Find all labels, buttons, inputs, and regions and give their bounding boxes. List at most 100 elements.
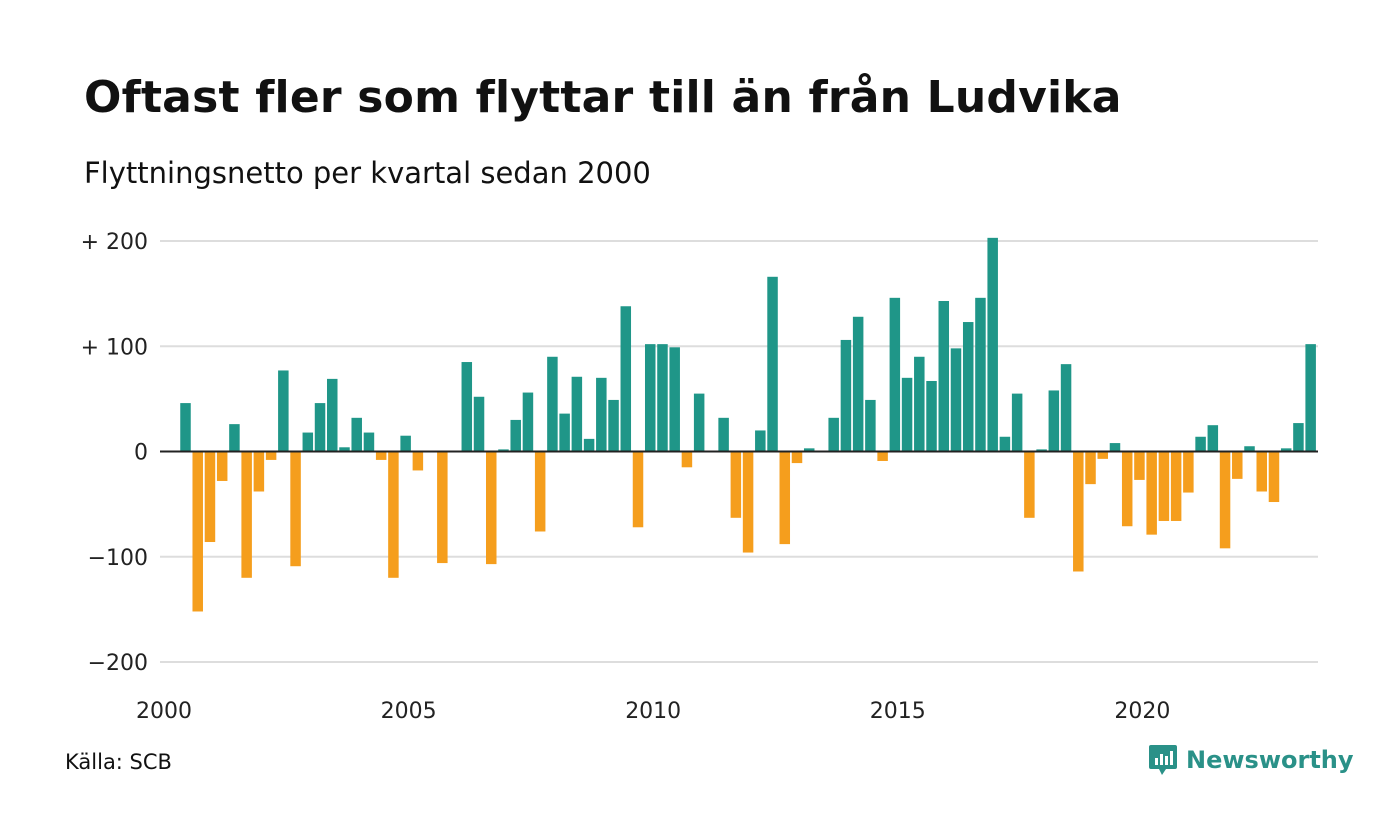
bars	[180, 237, 1316, 612]
bar	[999, 436, 1011, 452]
bar	[840, 339, 852, 452]
bar	[755, 430, 766, 452]
bar	[1036, 449, 1047, 452]
bar	[1011, 393, 1023, 452]
newsworthy-logo-icon	[1149, 745, 1177, 775]
y-tick-label: −100	[88, 546, 148, 571]
bar	[1146, 451, 1157, 535]
bar	[339, 447, 350, 452]
y-tick-label: −200	[88, 651, 148, 676]
bar	[461, 362, 473, 452]
bar	[1073, 451, 1084, 572]
bar	[412, 451, 424, 471]
bar	[1232, 451, 1243, 479]
bar	[253, 451, 265, 492]
bar	[1305, 344, 1316, 452]
bar	[180, 403, 191, 452]
bar	[498, 449, 509, 452]
bar	[278, 370, 289, 452]
bar	[559, 413, 570, 452]
bar	[1097, 451, 1108, 459]
bar	[265, 451, 277, 460]
bar	[1024, 451, 1035, 518]
bar	[1121, 451, 1133, 527]
x-tick-label: 2000	[136, 699, 192, 724]
bar	[486, 451, 497, 565]
bar	[681, 451, 693, 468]
bar	[1268, 451, 1280, 503]
bar	[1293, 423, 1304, 452]
bar	[950, 348, 962, 452]
bar	[938, 300, 950, 452]
bar	[510, 419, 521, 452]
bar	[1207, 425, 1219, 452]
bar	[375, 451, 387, 460]
bar	[1109, 443, 1121, 452]
grid-lines	[160, 240, 1318, 663]
bar	[742, 451, 754, 553]
bar	[192, 451, 203, 612]
bar	[644, 344, 656, 452]
bar	[962, 322, 974, 452]
bar	[718, 417, 729, 452]
x-tick-label: 2020	[1114, 699, 1170, 724]
bar	[693, 393, 705, 452]
bar	[1060, 364, 1072, 452]
bar	[290, 451, 301, 567]
source-note: Källa: SCB	[65, 750, 172, 774]
x-tick-label: 2005	[381, 699, 437, 724]
bar	[657, 344, 668, 452]
bar	[914, 356, 925, 452]
bar	[901, 377, 913, 452]
bar	[926, 380, 937, 452]
bar	[473, 396, 485, 452]
y-tick-label: + 100	[81, 335, 148, 360]
bar	[571, 376, 583, 452]
x-tick-label: 2015	[870, 699, 926, 724]
bar	[229, 424, 240, 452]
y-axis-labels: + 200 + 100 0 −100 −200	[81, 230, 148, 676]
bar	[388, 451, 399, 578]
bar	[620, 306, 632, 452]
x-tick-label: 2010	[625, 699, 681, 724]
bar	[779, 451, 791, 545]
y-tick-label: 0	[134, 441, 148, 466]
bar	[596, 377, 607, 452]
bar	[327, 378, 338, 452]
bar	[1219, 451, 1231, 549]
bar	[1183, 451, 1194, 493]
bar	[1244, 446, 1255, 452]
bar	[1048, 390, 1060, 452]
chart-subtitle: Flyttningsnetto per kvartal sedan 2000	[84, 156, 651, 190]
bar	[363, 432, 375, 452]
bar	[534, 451, 546, 532]
bar	[767, 276, 778, 452]
bar	[1195, 436, 1206, 452]
bar	[351, 417, 362, 452]
bar	[314, 403, 326, 452]
bar	[669, 347, 680, 452]
bar	[547, 356, 558, 452]
bar	[241, 451, 252, 578]
bar	[1134, 451, 1145, 480]
bar	[987, 237, 998, 452]
bar	[1158, 451, 1170, 521]
bar	[522, 392, 534, 452]
bar	[437, 451, 448, 564]
brand-name: Newsworthy	[1186, 746, 1354, 774]
bar	[1256, 451, 1267, 492]
bar	[302, 432, 314, 452]
bar	[583, 438, 595, 452]
bar	[216, 451, 228, 481]
bar	[1085, 451, 1096, 485]
bar	[889, 297, 901, 452]
bar	[852, 316, 864, 452]
bar	[730, 451, 742, 518]
bar	[204, 451, 216, 543]
bar	[1280, 448, 1292, 452]
bar	[608, 399, 619, 452]
bar	[877, 451, 888, 461]
bar	[632, 451, 644, 528]
bar	[975, 297, 986, 452]
